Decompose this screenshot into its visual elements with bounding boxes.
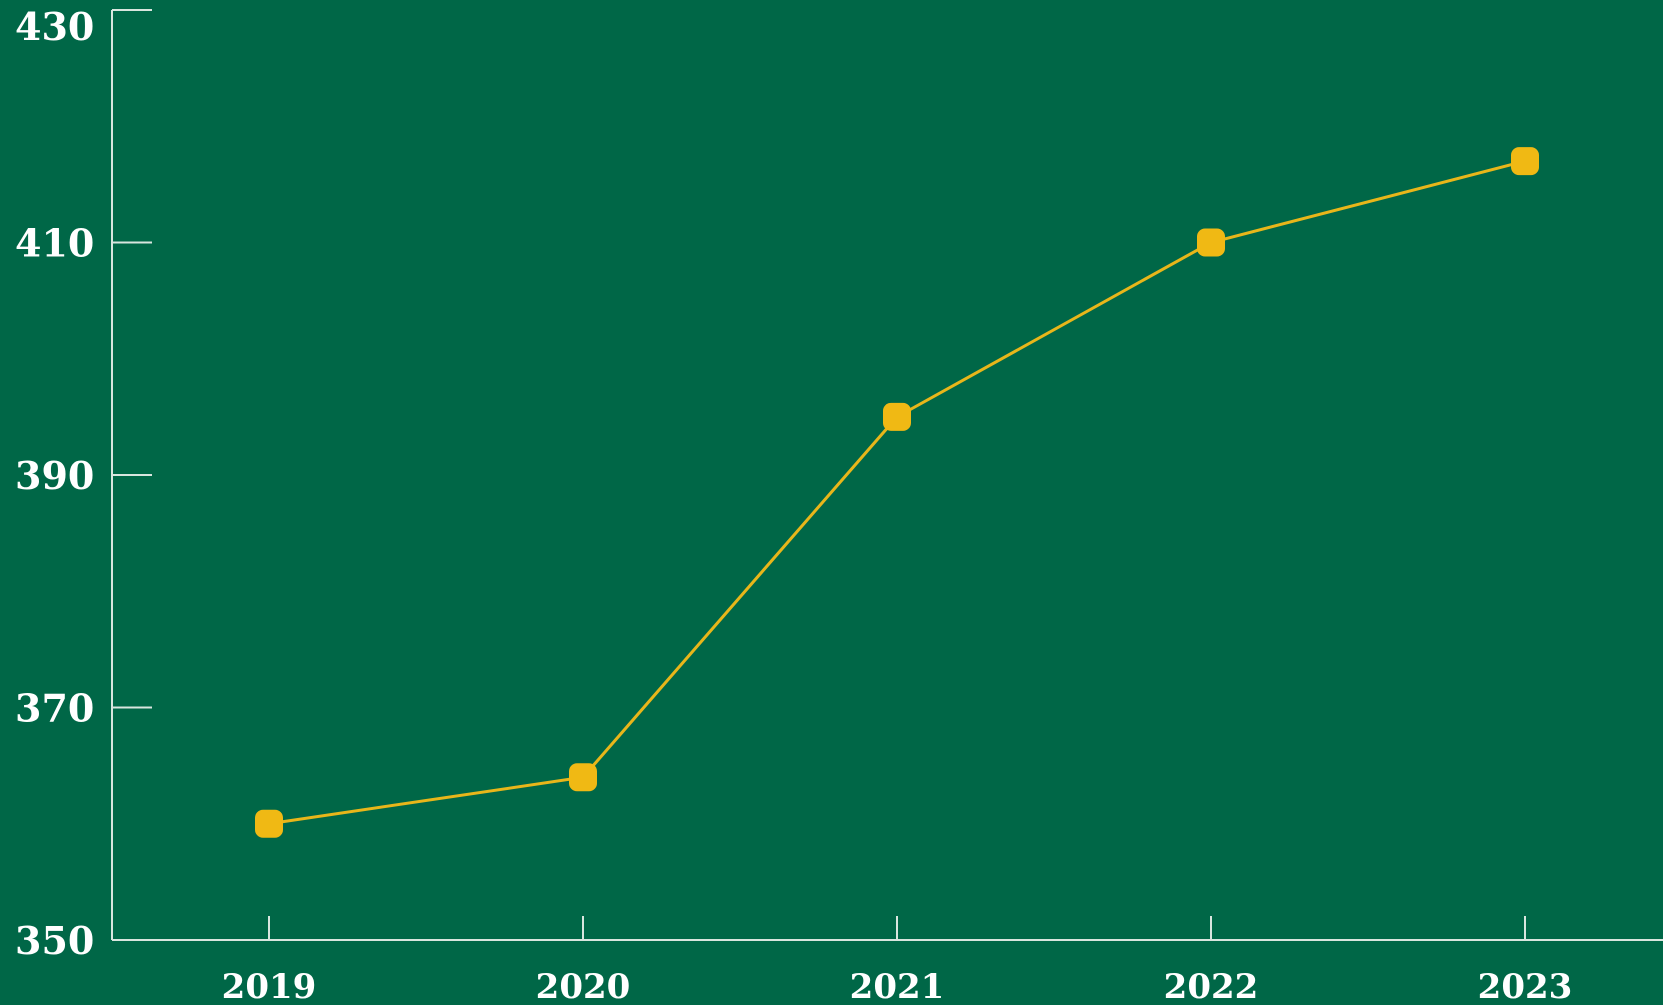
chart-series-layer bbox=[255, 147, 1539, 838]
data-point-2023 bbox=[1511, 147, 1539, 176]
data-point-2019 bbox=[255, 809, 283, 838]
x-tick-label: 2022 bbox=[1164, 967, 1259, 1005]
y-tick-label: 410 bbox=[15, 221, 94, 266]
data-point-2021 bbox=[883, 402, 911, 431]
data-point-2022 bbox=[1197, 228, 1225, 257]
chart-axes bbox=[111, 9, 1663, 941]
chart-labels: 350 370 390 410 430 2019 2020 2021 2022 2023 bbox=[15, 4, 1572, 1005]
x-tick-label: 2021 bbox=[850, 967, 945, 1005]
x-tick-label: 2019 bbox=[222, 967, 317, 1005]
x-tick-label: 2020 bbox=[536, 967, 631, 1005]
y-tick-label: 370 bbox=[15, 686, 94, 731]
x-tick-label: 2023 bbox=[1478, 967, 1573, 1005]
y-tick-label: 430 bbox=[15, 4, 94, 49]
y-tick-label: 390 bbox=[15, 453, 94, 498]
data-point-2020 bbox=[569, 763, 597, 792]
y-tick-label: 350 bbox=[15, 918, 94, 963]
